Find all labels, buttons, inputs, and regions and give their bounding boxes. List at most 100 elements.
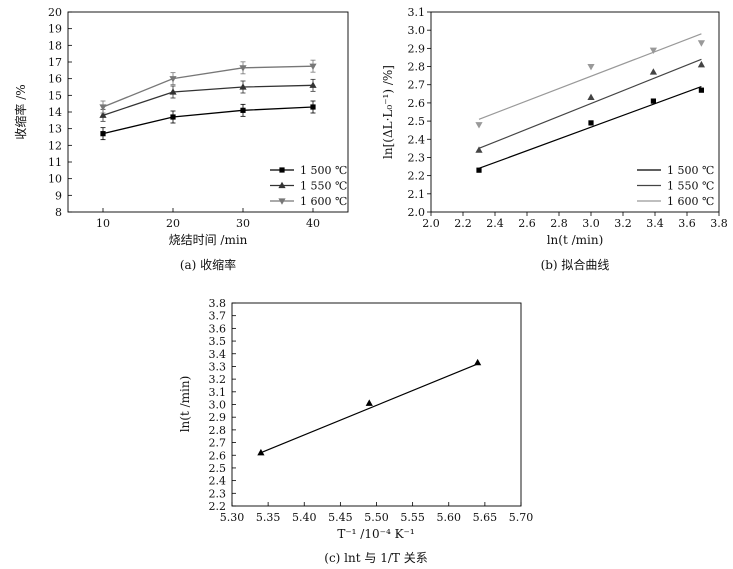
legend-label: 1 500 ℃ bbox=[667, 164, 714, 177]
y-tick-label: 2.3 bbox=[408, 151, 426, 164]
x-tick-label: 30 bbox=[236, 217, 250, 230]
fit-line bbox=[478, 58, 702, 149]
y-axis-label: ln(t /min) bbox=[178, 376, 192, 433]
y-tick-label: 9 bbox=[55, 189, 62, 202]
fit-line bbox=[478, 33, 702, 120]
data-point bbox=[698, 87, 704, 93]
y-tick-label: 2.4 bbox=[408, 133, 426, 146]
x-axis-label: T⁻¹ /10⁻⁴ K⁻¹ bbox=[337, 527, 414, 541]
x-tick-label: 2.2 bbox=[454, 217, 472, 230]
x-tick-label: 5.45 bbox=[328, 511, 353, 524]
x-tick-label: 3.8 bbox=[710, 217, 728, 230]
data-point bbox=[169, 76, 177, 83]
data-point bbox=[475, 122, 483, 129]
legend-label: 1 500 ℃ bbox=[300, 164, 347, 177]
data-point bbox=[309, 81, 317, 88]
y-tick-label: 3.5 bbox=[209, 335, 227, 348]
y-tick-label: 2.1 bbox=[408, 188, 426, 201]
series-2 bbox=[475, 33, 705, 129]
chart-caption: (c) lnt 与 1/T 关系 bbox=[324, 551, 427, 565]
x-tick-label: 2.4 bbox=[486, 217, 504, 230]
y-tick-label: 2.9 bbox=[209, 411, 227, 424]
x-tick-label: 5.35 bbox=[256, 511, 281, 524]
legend-label: 1 600 ℃ bbox=[667, 195, 714, 208]
data-point bbox=[99, 111, 107, 118]
data-point bbox=[309, 63, 317, 70]
y-tick-label: 11 bbox=[48, 156, 62, 169]
data-point bbox=[587, 93, 595, 101]
y-tick-label: 2.6 bbox=[408, 97, 426, 110]
y-tick-label: 18 bbox=[48, 39, 62, 52]
y-tick-label: 12 bbox=[48, 139, 62, 152]
y-axis-label: ln[(ΔL·L₀⁻¹) /%] bbox=[381, 65, 395, 159]
y-tick-label: 2.9 bbox=[408, 42, 426, 55]
chart-b-fitting-curves: 2.0 2.2 2.4 2.6 2.8 3.0 3.2 3.4 3.6 3.8 2.0 2.1 2.2 2… bbox=[381, 6, 728, 272]
data-point bbox=[475, 146, 483, 153]
x-tick-label: 10 bbox=[96, 217, 110, 230]
y-tick-label: 19 bbox=[48, 23, 62, 36]
series-0 bbox=[100, 100, 316, 141]
y-tick-label: 2.8 bbox=[209, 424, 227, 437]
x-tick-label: 3.4 bbox=[646, 217, 664, 230]
legend-label: 1 600 ℃ bbox=[300, 195, 347, 208]
x-tick-label: 5.55 bbox=[400, 511, 425, 524]
data-point bbox=[476, 167, 482, 173]
x-tick-label: 5.50 bbox=[364, 511, 389, 524]
y-tick-label: 3.0 bbox=[209, 399, 227, 412]
y-tick-label: 3.2 bbox=[209, 373, 227, 386]
x-tick-label: 2.6 bbox=[518, 217, 536, 230]
data-point bbox=[257, 448, 265, 456]
legend-marker bbox=[279, 167, 285, 173]
x-tick-label: 2.0 bbox=[422, 217, 440, 230]
series-0 bbox=[257, 358, 482, 456]
y-tick-label: 3.1 bbox=[209, 386, 227, 399]
y-tick-label: 2.4 bbox=[209, 475, 227, 488]
series-1 bbox=[99, 78, 317, 122]
chart-caption: (a) 收缩率 bbox=[180, 257, 236, 272]
legend: 1 500 ℃ 1 550 ℃ 1 600 ℃ bbox=[637, 164, 714, 208]
legend-marker bbox=[278, 198, 286, 205]
data-point bbox=[99, 104, 107, 111]
series-line bbox=[102, 84, 314, 116]
y-tick-label: 2.6 bbox=[209, 449, 227, 462]
data-point bbox=[169, 88, 177, 95]
series-0 bbox=[476, 85, 704, 173]
x-tick-label: 5.65 bbox=[473, 511, 498, 524]
chart-c-lnt-vs-inverse-t: 5.30 5.35 5.40 5.45 5.50 5.55 5.60 5.65 5.702.22… bbox=[178, 297, 533, 565]
plot-frame bbox=[231, 302, 522, 507]
y-tick-label: 2.8 bbox=[408, 61, 426, 74]
y-tick-label: 3.8 bbox=[209, 297, 227, 310]
x-axis-label: ln(t /min) bbox=[547, 233, 604, 247]
data-point bbox=[587, 63, 595, 71]
y-tick-label: 8 bbox=[55, 206, 62, 219]
data-point bbox=[649, 47, 657, 54]
y-tick-label: 13 bbox=[48, 123, 62, 136]
y-tick-label: 2.2 bbox=[209, 500, 227, 513]
y-tick-label: 2.5 bbox=[209, 462, 227, 475]
legend-label: 1 550 ℃ bbox=[667, 180, 714, 193]
data-point bbox=[697, 60, 705, 68]
y-tick-label: 10 bbox=[48, 173, 62, 186]
y-tick-label: 14 bbox=[48, 106, 62, 119]
series-1 bbox=[475, 58, 705, 153]
y-tick-label: 2.0 bbox=[408, 206, 426, 219]
y-tick-label: 20 bbox=[48, 6, 62, 19]
data-point bbox=[100, 131, 106, 137]
series-2 bbox=[99, 59, 317, 114]
data-point bbox=[697, 40, 705, 47]
legend-marker bbox=[278, 181, 286, 189]
legend-label: 1 550 ℃ bbox=[300, 180, 347, 193]
y-axis-label: 收缩率 /% bbox=[13, 84, 28, 139]
y-tick-label: 16 bbox=[48, 73, 62, 86]
series-line bbox=[102, 106, 314, 135]
y-tick-label: 15 bbox=[48, 89, 62, 102]
data-point bbox=[240, 107, 246, 113]
data-point bbox=[649, 68, 657, 75]
data-point bbox=[365, 399, 373, 406]
y-tick-label: 3.1 bbox=[408, 6, 426, 19]
x-axis-label: 烧结时间 /min bbox=[169, 233, 248, 247]
data-point bbox=[650, 98, 656, 104]
x-tick-label: 5.30 bbox=[220, 511, 245, 524]
x-tick-label: 3.2 bbox=[614, 217, 632, 230]
